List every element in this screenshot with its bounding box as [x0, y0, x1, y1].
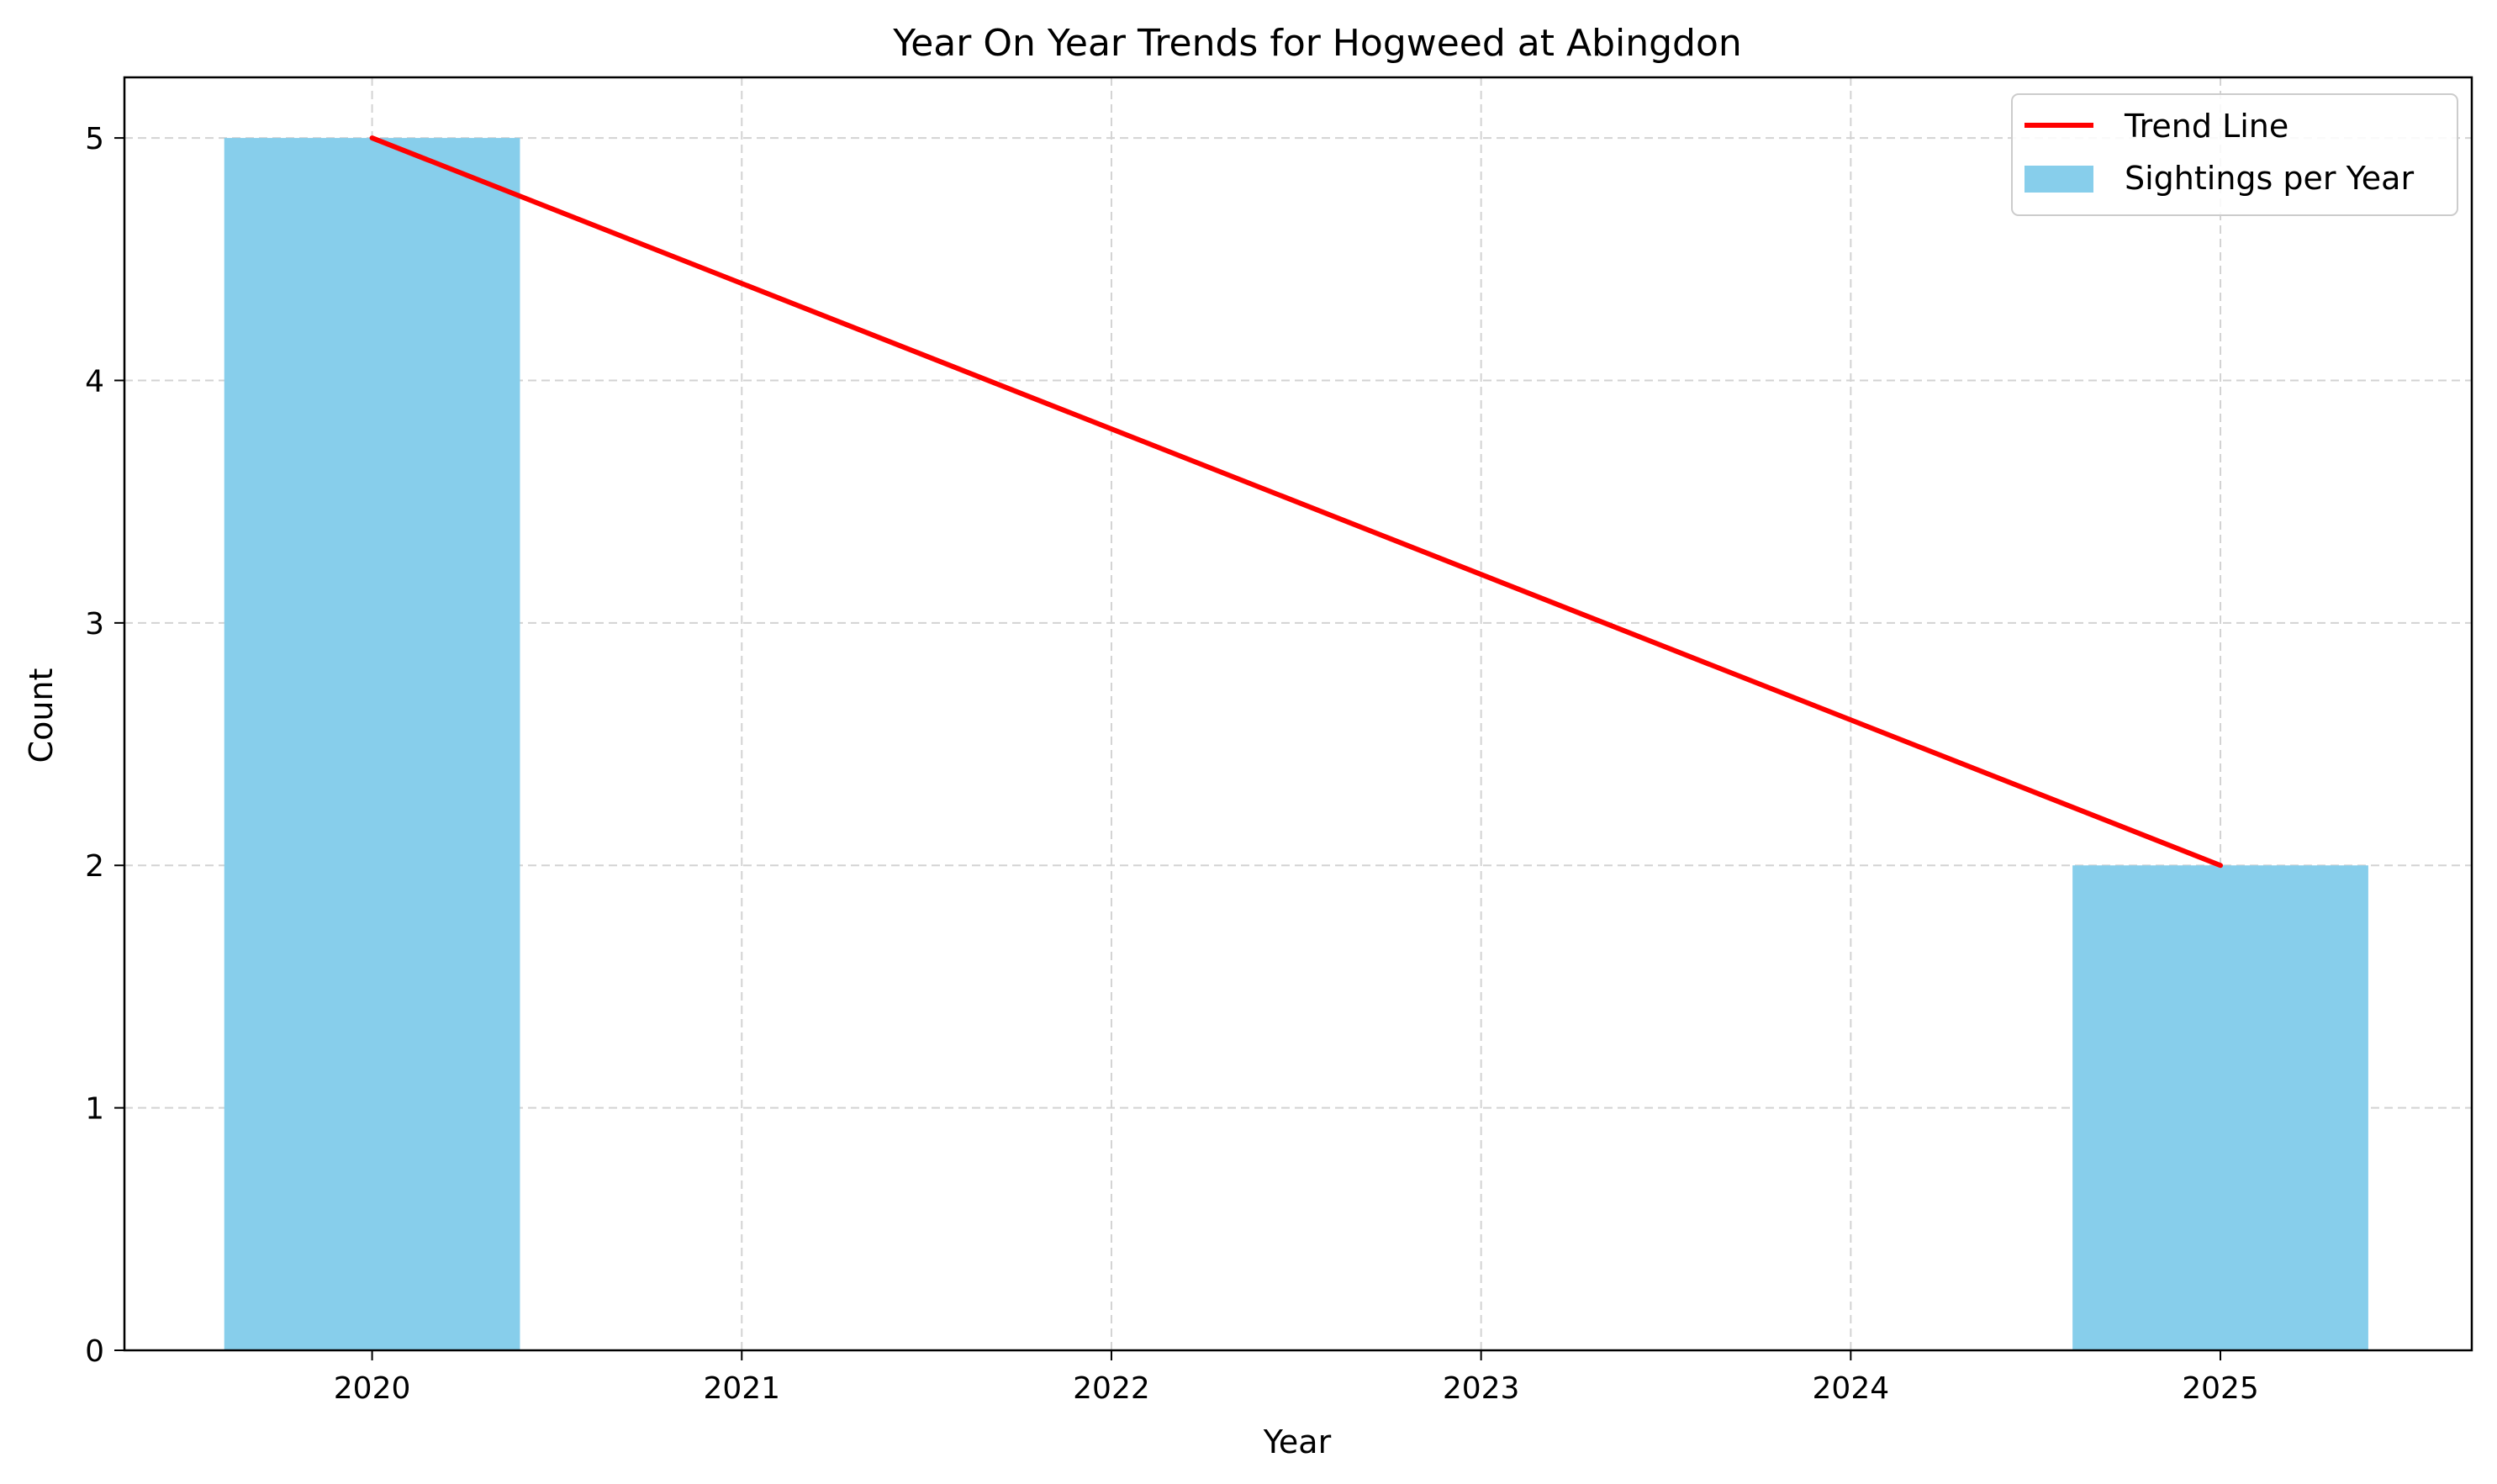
y-tick-label: 2	[85, 849, 104, 884]
x-tick-label: 2021	[703, 1371, 780, 1406]
y-tick-label: 0	[85, 1334, 104, 1369]
x-tick-label: 2022	[1073, 1371, 1150, 1406]
bar-2020	[224, 138, 520, 1351]
x-tick-label: 2025	[2182, 1371, 2259, 1406]
y-axis-label: Count	[23, 668, 60, 763]
x-axis-label: Year	[1263, 1423, 1332, 1460]
y-tick-label: 3	[85, 607, 104, 642]
bar-2025	[2072, 865, 2368, 1350]
legend-trend-line-label: Trend Line	[2124, 108, 2288, 145]
trend-line	[369, 135, 2224, 869]
legend-sightings-swatch	[2025, 166, 2093, 193]
x-tick-label: 2024	[1813, 1371, 1890, 1406]
y-tick-label: 4	[85, 364, 104, 399]
chart-title: Year On Year Trends for Hogweed at Abing…	[892, 22, 1742, 65]
ticks-layer: 2020 2021 2022 2023 2024 2025 0 1 2 3 4 5	[85, 122, 2259, 1406]
legend-box	[2011, 93, 2458, 216]
legend-sightings-label: Sightings per Year	[2125, 160, 2414, 197]
legend: Trend Line Sightings per Year	[2011, 93, 2458, 216]
bars-layer	[224, 138, 2368, 1351]
x-tick-label: 2020	[334, 1371, 411, 1406]
plot-frame	[123, 76, 2473, 1352]
y-tick-label: 5	[85, 122, 104, 156]
y-tick-label: 1	[85, 1092, 104, 1127]
x-tick-label: 2023	[1443, 1371, 1520, 1406]
trend-line-layer	[369, 135, 2224, 869]
